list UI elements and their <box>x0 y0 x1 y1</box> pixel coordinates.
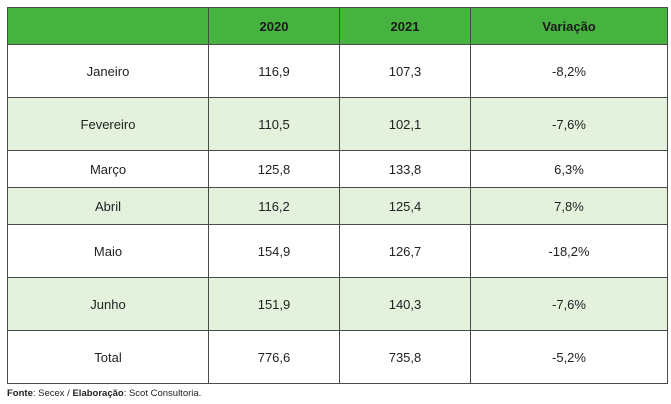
value-2020-cell: 125,8 <box>208 150 340 188</box>
table-row: Abril 116,2 125,4 7,8% <box>7 187 668 225</box>
month-cell: Maio <box>7 224 209 278</box>
variation-cell: 7,8% <box>470 187 668 225</box>
variation-cell: -7,6% <box>470 277 668 331</box>
value-2021-cell: 102,1 <box>339 97 471 151</box>
value-2021-cell: 140,3 <box>339 277 471 331</box>
table-row-total: Total 776,6 735,8 -5,2% <box>7 330 668 384</box>
value-2021-cell: 107,3 <box>339 44 471 98</box>
value-2021-cell: 735,8 <box>339 330 471 384</box>
variation-cell: -18,2% <box>470 224 668 278</box>
value-2020-cell: 151,9 <box>208 277 340 331</box>
header-cell-month <box>7 7 209 45</box>
table-row: Maio 154,9 126,7 -18,2% <box>7 224 668 278</box>
table-row: Março 125,8 133,8 6,3% <box>7 150 668 188</box>
table-row: Janeiro 116,9 107,3 -8,2% <box>7 44 668 98</box>
header-cell-variation: Variação <box>470 7 668 45</box>
source-text: : Secex / <box>32 388 73 399</box>
variation-cell: -8,2% <box>470 44 668 98</box>
header-cell-2021: 2021 <box>339 7 471 45</box>
value-2020-cell: 110,5 <box>208 97 340 151</box>
source-note: Fonte: Secex / Elaboração: Scot Consulto… <box>7 388 201 399</box>
elaboration-label: Elaboração <box>72 388 124 399</box>
header-row: 2020 2021 Variação <box>7 7 668 45</box>
value-2021-cell: 126,7 <box>339 224 471 278</box>
header-cell-2020: 2020 <box>208 7 340 45</box>
value-2020-cell: 116,9 <box>208 44 340 98</box>
month-cell: Janeiro <box>7 44 209 98</box>
elaboration-text: : Scot Consultoria. <box>123 388 202 399</box>
variation-cell: -5,2% <box>470 330 668 384</box>
value-2020-cell: 154,9 <box>208 224 340 278</box>
table-row: Junho 151,9 140,3 -7,6% <box>7 277 668 331</box>
month-cell: Março <box>7 150 209 188</box>
data-table: 2020 2021 Variação Janeiro 116,9 107,3 -… <box>7 7 668 384</box>
month-cell: Junho <box>7 277 209 331</box>
value-2021-cell: 133,8 <box>339 150 471 188</box>
source-label: Fonte <box>7 388 33 399</box>
month-cell: Fevereiro <box>7 97 209 151</box>
value-2021-cell: 125,4 <box>339 187 471 225</box>
table-row: Fevereiro 110,5 102,1 -7,6% <box>7 97 668 151</box>
variation-cell: 6,3% <box>470 150 668 188</box>
month-cell: Total <box>7 330 209 384</box>
value-2020-cell: 116,2 <box>208 187 340 225</box>
month-cell: Abril <box>7 187 209 225</box>
variation-cell: -7,6% <box>470 97 668 151</box>
value-2020-cell: 776,6 <box>208 330 340 384</box>
